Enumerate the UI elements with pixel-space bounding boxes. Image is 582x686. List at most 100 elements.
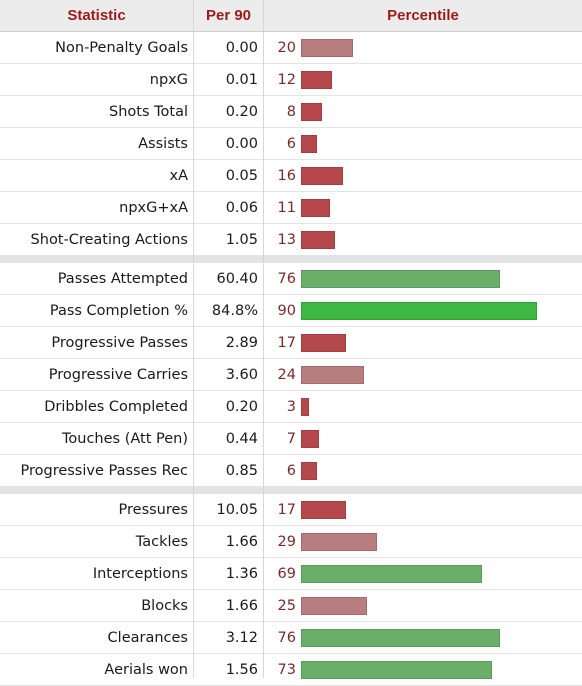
percentile-bar bbox=[301, 231, 335, 249]
percentile-value: 8 bbox=[286, 104, 296, 120]
table-row: Assists 0.00 6 bbox=[0, 128, 582, 160]
percentile-value: 16 bbox=[277, 168, 296, 184]
percentile-value: 25 bbox=[277, 598, 296, 614]
table-row: Dribbles Completed 0.20 3 bbox=[0, 391, 582, 423]
percentile-bar bbox=[301, 629, 500, 647]
per90-value: 1.36 bbox=[225, 566, 258, 582]
table-row: Progressive Carries 3.60 24 bbox=[0, 359, 582, 391]
header-per90: Per 90 bbox=[194, 0, 263, 32]
table-row: Shots Total 0.20 8 bbox=[0, 96, 582, 128]
stat-label: Interceptions bbox=[92, 566, 188, 582]
percentile-bar bbox=[301, 462, 317, 480]
per90-value: 0.44 bbox=[225, 431, 258, 447]
percentile-value: 17 bbox=[277, 502, 296, 518]
stat-label: Progressive Passes Rec bbox=[20, 463, 188, 479]
percentile-value: 6 bbox=[286, 463, 296, 479]
stat-label: Clearances bbox=[107, 630, 188, 646]
per90-value: 1.66 bbox=[225, 598, 258, 614]
per90-value: 0.00 bbox=[225, 136, 258, 152]
table-row: npxG+xA 0.06 11 bbox=[0, 192, 582, 224]
percentile-bar bbox=[301, 270, 500, 288]
table-row: Blocks 1.66 25 bbox=[0, 590, 582, 622]
percentile-bar bbox=[301, 366, 364, 384]
percentile-value: 76 bbox=[277, 630, 296, 646]
percentile-bar bbox=[301, 302, 537, 320]
per90-value: 0.00 bbox=[225, 40, 258, 56]
percentile-value: 76 bbox=[277, 271, 296, 287]
percentile-value: 24 bbox=[277, 367, 296, 383]
table-row: Clearances 3.12 76 bbox=[0, 622, 582, 654]
table-row: Interceptions 1.36 69 bbox=[0, 558, 582, 590]
table-row: Pressures 10.05 17 bbox=[0, 494, 582, 526]
percentile-bar bbox=[301, 501, 346, 519]
percentile-bar bbox=[301, 334, 346, 352]
per90-value: 84.8% bbox=[211, 303, 258, 319]
per90-value: 1.05 bbox=[225, 232, 258, 248]
header-percentile: Percentile bbox=[264, 0, 582, 32]
table-row: Touches (Att Pen) 0.44 7 bbox=[0, 423, 582, 455]
column-divider bbox=[263, 0, 264, 678]
percentile-value: 20 bbox=[277, 40, 296, 56]
percentile-value: 69 bbox=[277, 566, 296, 582]
table-row: Passes Attempted 60.40 76 bbox=[0, 263, 582, 295]
stat-label: Touches (Att Pen) bbox=[62, 431, 188, 447]
per90-value: 0.85 bbox=[225, 463, 258, 479]
stat-label: Progressive Carries bbox=[48, 367, 188, 383]
percentile-value: 13 bbox=[277, 232, 296, 248]
stat-label: npxG+xA bbox=[119, 200, 188, 216]
stat-label: Non-Penalty Goals bbox=[55, 40, 188, 56]
stat-label: Progressive Passes bbox=[51, 335, 188, 351]
percentile-bar bbox=[301, 597, 367, 615]
stat-label: xA bbox=[169, 168, 188, 184]
percentile-value: 7 bbox=[286, 431, 296, 447]
header-statistic: Statistic bbox=[0, 0, 193, 32]
percentile-value: 29 bbox=[277, 534, 296, 550]
table-row: Aerials won 1.56 73 bbox=[0, 654, 582, 686]
per90-value: 0.20 bbox=[225, 399, 258, 415]
per90-value: 1.66 bbox=[225, 534, 258, 550]
table-row: Tackles 1.66 29 bbox=[0, 526, 582, 558]
percentile-bar bbox=[301, 661, 492, 679]
group-separator bbox=[0, 487, 582, 494]
percentile-bar bbox=[301, 167, 343, 185]
stat-label: Aerials won bbox=[104, 662, 188, 678]
table-row: xA 0.05 16 bbox=[0, 160, 582, 192]
percentile-bar bbox=[301, 103, 322, 121]
percentile-bar bbox=[301, 533, 377, 551]
stat-label: Tackles bbox=[135, 534, 188, 550]
table-row: Non-Penalty Goals 0.00 20 bbox=[0, 32, 582, 64]
per90-value: 0.06 bbox=[225, 200, 258, 216]
per90-value: 3.60 bbox=[225, 367, 258, 383]
stat-label: Shot-Creating Actions bbox=[30, 232, 188, 248]
percentile-value: 17 bbox=[277, 335, 296, 351]
table-row: Pass Completion % 84.8% 90 bbox=[0, 295, 582, 327]
table-row: Progressive Passes 2.89 17 bbox=[0, 327, 582, 359]
per90-value: 60.40 bbox=[216, 271, 258, 287]
percentile-bar bbox=[301, 71, 332, 89]
stat-label: Shots Total bbox=[109, 104, 188, 120]
percentile-bar bbox=[301, 398, 309, 416]
percentile-value: 11 bbox=[277, 200, 296, 216]
percentile-bar bbox=[301, 39, 353, 57]
per90-value: 1.56 bbox=[225, 662, 258, 678]
stat-label: Dribbles Completed bbox=[44, 399, 188, 415]
table-row: npxG 0.01 12 bbox=[0, 64, 582, 96]
per90-value: 0.01 bbox=[225, 72, 258, 88]
table-row: Progressive Passes Rec 0.85 6 bbox=[0, 455, 582, 487]
per90-value: 10.05 bbox=[216, 502, 258, 518]
stat-label: Passes Attempted bbox=[57, 271, 188, 287]
percentile-value: 3 bbox=[286, 399, 296, 415]
percentile-value: 90 bbox=[277, 303, 296, 319]
stat-label: Blocks bbox=[141, 598, 188, 614]
per90-value: 0.20 bbox=[225, 104, 258, 120]
table-row: Shot-Creating Actions 1.05 13 bbox=[0, 224, 582, 256]
percentile-value: 73 bbox=[277, 662, 296, 678]
stat-label: Pass Completion % bbox=[49, 303, 188, 319]
percentile-bar bbox=[301, 135, 317, 153]
stat-label: Assists bbox=[138, 136, 188, 152]
group-separator bbox=[0, 256, 582, 263]
percentile-bar bbox=[301, 199, 330, 217]
stat-label: npxG bbox=[149, 72, 188, 88]
per90-value: 2.89 bbox=[225, 335, 258, 351]
